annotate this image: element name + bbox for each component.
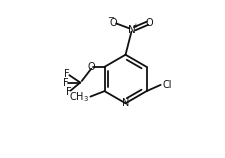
Text: F: F: [65, 87, 71, 97]
Text: CH$_3$: CH$_3$: [69, 90, 88, 103]
Text: +: +: [132, 23, 138, 29]
Text: F: F: [62, 78, 68, 88]
Text: N: N: [127, 25, 135, 35]
Text: O: O: [145, 18, 153, 28]
Text: Cl: Cl: [162, 80, 171, 90]
Text: O: O: [87, 62, 94, 72]
Text: N: N: [121, 98, 129, 108]
Text: −: −: [106, 13, 113, 22]
Text: O: O: [110, 18, 117, 28]
Text: F: F: [64, 69, 70, 79]
